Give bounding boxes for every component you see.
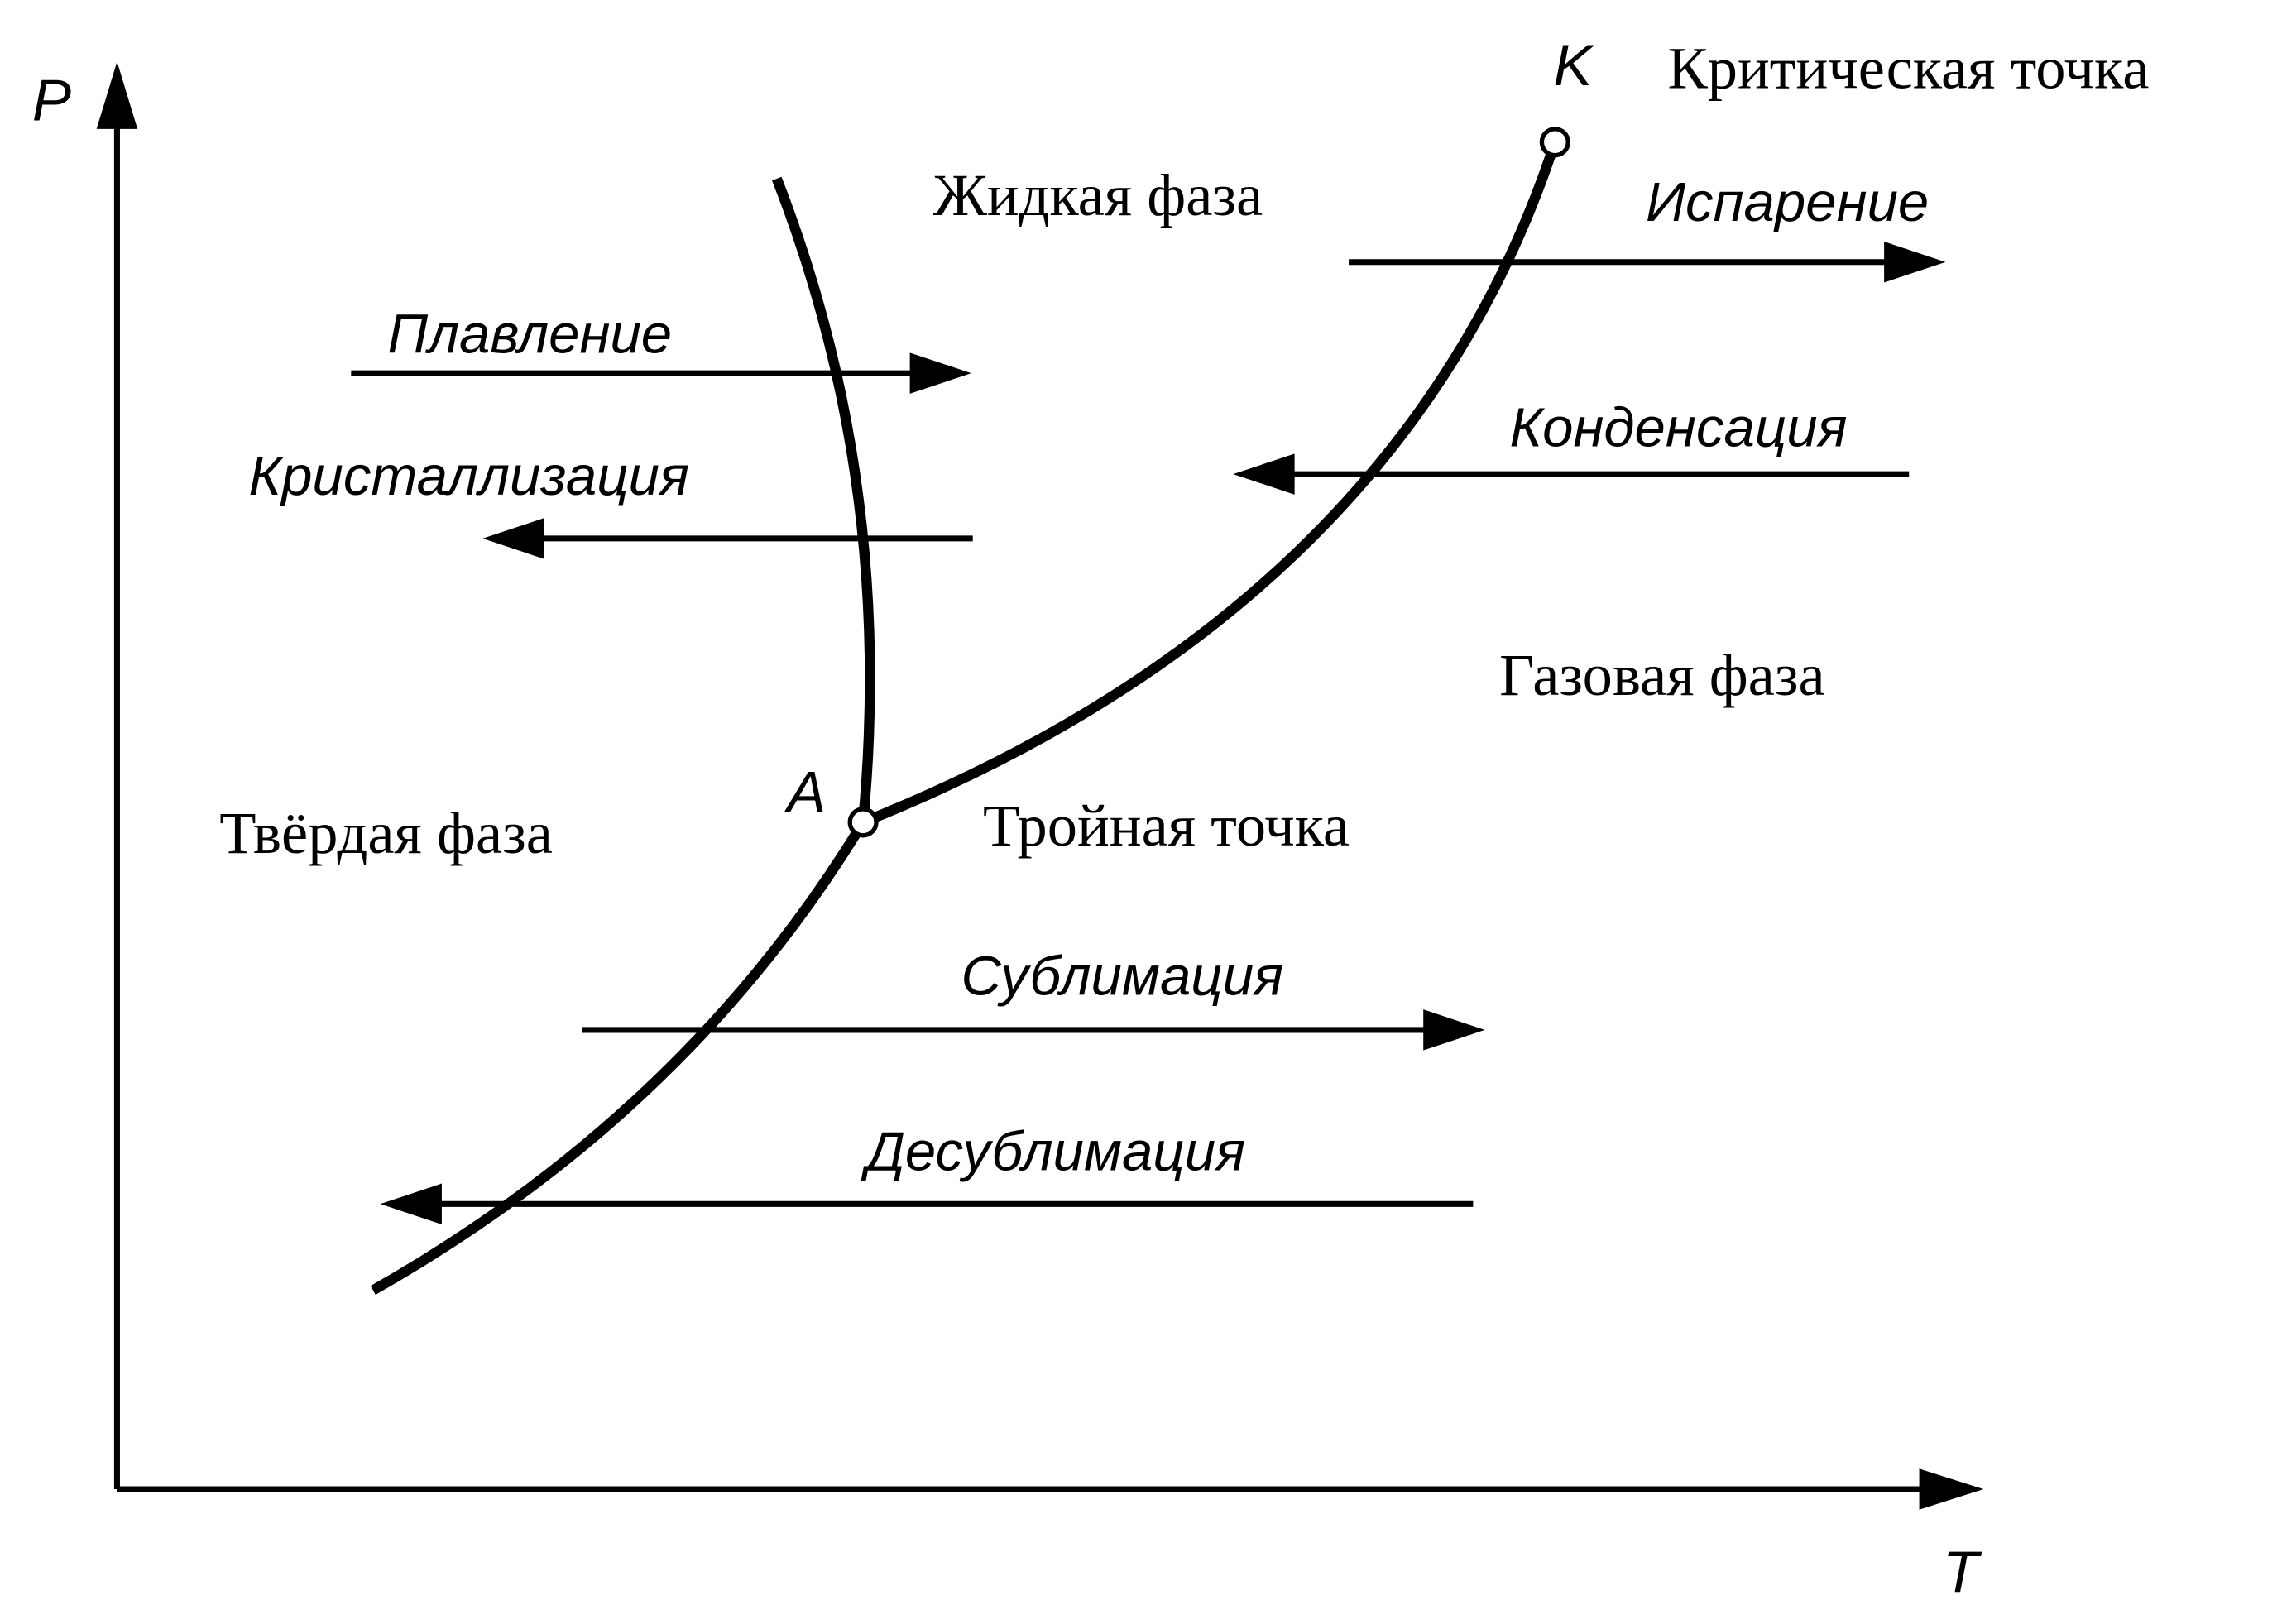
region-label: Газовая фаза <box>1499 641 1824 708</box>
arrowhead <box>1233 453 1295 495</box>
process-label: Кристаллизация <box>249 445 689 507</box>
vaporization-curve <box>861 140 1560 827</box>
arrowhead <box>1423 1009 1485 1051</box>
sublimation-curve <box>370 819 868 1296</box>
x-axis-label: T <box>1943 1539 1982 1604</box>
triple-point <box>847 807 879 838</box>
critical-point <box>1539 127 1570 158</box>
process-label: Плавление <box>388 303 673 365</box>
region-label: Твёрдая фаза <box>219 799 553 866</box>
arrowhead <box>909 352 971 394</box>
process-label: Сублимация <box>961 945 1283 1007</box>
arrowhead <box>1884 242 1946 283</box>
process-label: Испарение <box>1646 171 1929 233</box>
region-label: Жидкая фаза <box>933 161 1263 228</box>
point-label: K <box>1554 32 1595 98</box>
arrowhead <box>380 1183 442 1225</box>
x-axis-arrow <box>1919 1468 1984 1510</box>
point-label: А <box>784 759 826 825</box>
point-description: Тройная точка <box>983 792 1350 859</box>
process-label: Десублимация <box>861 1121 1245 1183</box>
y-axis-label: P <box>32 67 71 132</box>
arrowhead <box>482 518 544 559</box>
process-label: Конденсация <box>1510 397 1848 459</box>
point-description: Критическая точка <box>1667 34 2149 101</box>
y-axis-arrow <box>96 61 138 129</box>
melting-curve <box>772 176 875 823</box>
